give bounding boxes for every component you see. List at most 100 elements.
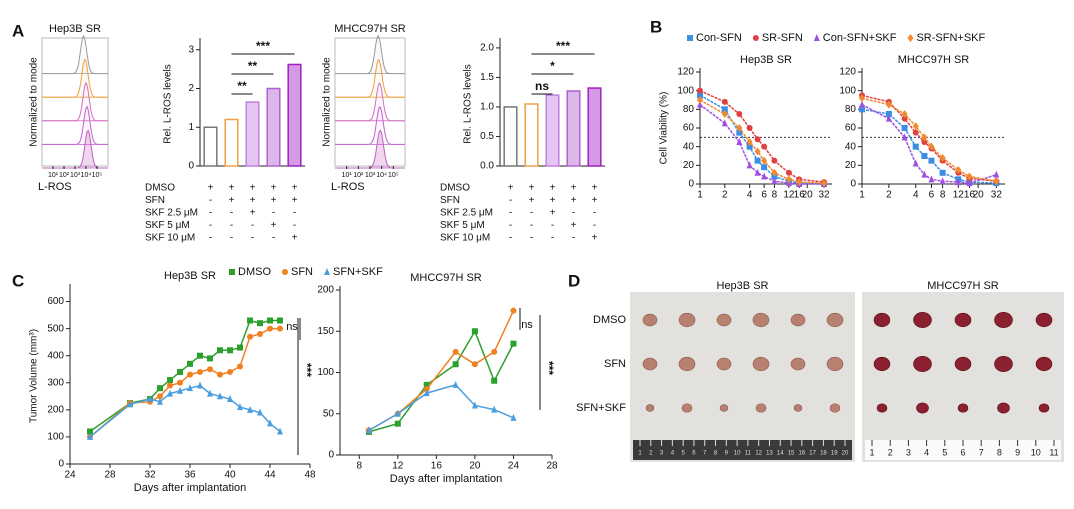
- y-tick-label: 100: [839, 85, 856, 96]
- treatment-sign: -: [251, 233, 254, 244]
- ruler-number: 10: [734, 451, 741, 457]
- treatment-sign: -: [251, 220, 254, 231]
- y-tick-label: 0: [850, 179, 856, 190]
- density-curve: [335, 59, 405, 98]
- marker: [227, 368, 233, 375]
- y-tick-label: 0: [58, 459, 64, 470]
- treatment-sign: -: [209, 233, 212, 244]
- tumor: [954, 356, 972, 372]
- ruler-number: 2: [649, 451, 653, 457]
- marker: [697, 92, 703, 99]
- marker: [510, 307, 517, 314]
- y-tick-label: 600: [47, 296, 64, 307]
- y-tick-label: 100: [677, 85, 694, 96]
- x-tick-label: 16: [431, 461, 443, 472]
- tumor: [752, 312, 770, 328]
- tumor: [752, 356, 770, 372]
- treatment-sign: +: [529, 195, 535, 206]
- photo-title: Hep3B SR: [717, 280, 769, 292]
- y-tick-label: 40: [683, 141, 695, 152]
- tumor: [826, 312, 844, 328]
- ruler-number: 12: [755, 451, 762, 457]
- treatment-sign: +: [229, 183, 235, 194]
- legend-label: Con-SFN+SKF: [823, 32, 897, 44]
- x-tick-label: 10⁵: [388, 172, 399, 179]
- x-tick-label: 10¹: [48, 172, 59, 179]
- ruler-number: 1: [869, 447, 874, 457]
- ruler-number: 14: [777, 451, 784, 457]
- treatment-sign: -: [293, 208, 296, 219]
- marker: [955, 178, 962, 186]
- y-axis-label: Cell Viability (%): [659, 92, 670, 165]
- treatment-sign: -: [209, 208, 212, 219]
- ruler-number: 5: [942, 447, 947, 457]
- bar: [266, 87, 281, 167]
- sig-label: **: [237, 79, 247, 93]
- tumor: [994, 312, 1013, 328]
- y-tick-label: 300: [47, 377, 64, 388]
- marker: [167, 389, 173, 397]
- tumor: [954, 312, 972, 328]
- sig-label: ns: [535, 79, 549, 93]
- series-line: [861, 104, 997, 184]
- treatment-sign: +: [229, 195, 235, 206]
- treatment-sign: +: [550, 183, 556, 194]
- marker: [157, 397, 163, 405]
- tumor: [681, 403, 693, 413]
- ruler-number: 4: [671, 451, 675, 457]
- ruler-number: 5: [681, 451, 685, 457]
- ruler-number: 6: [960, 447, 965, 457]
- tumor: [678, 356, 696, 372]
- marker: [771, 168, 778, 177]
- marker: [257, 331, 263, 338]
- marker: [721, 110, 728, 118]
- marker: [859, 106, 865, 113]
- treatment-label: DMSO: [145, 183, 175, 194]
- treatment-sign: -: [272, 233, 275, 244]
- bar: [524, 103, 539, 167]
- legend-marker: [324, 268, 330, 275]
- tumor: [790, 357, 806, 371]
- bar: [545, 94, 560, 167]
- panel-letter: C: [12, 271, 24, 290]
- tumor: [994, 356, 1013, 372]
- density-curve: [335, 82, 405, 122]
- y-tick-label: 40: [845, 141, 857, 152]
- marker: [785, 175, 792, 184]
- treatment-sign: -: [593, 208, 596, 219]
- ruler-number: 4: [924, 447, 929, 457]
- tumor: [642, 357, 658, 371]
- series-line: [699, 99, 825, 184]
- annotation: ns: [286, 321, 298, 333]
- bar: [587, 87, 602, 167]
- marker: [761, 143, 768, 150]
- marker: [491, 405, 498, 413]
- legend-label: Con-SFN: [696, 32, 742, 44]
- chart-title: MHCC97H SR: [334, 23, 406, 35]
- x-tick-label: 1: [859, 190, 865, 201]
- ruler-number: 18: [820, 451, 827, 457]
- x-tick-label: 10⁵: [92, 172, 103, 179]
- treatment-sign: +: [208, 183, 214, 194]
- treatment-sign: -: [272, 208, 275, 219]
- y-axis-label: Rel. L-ROS levels: [463, 64, 474, 143]
- annotation: ***: [542, 361, 556, 375]
- treatment-sign: -: [230, 220, 233, 231]
- tumor: [790, 313, 806, 327]
- density-curve: [42, 105, 108, 145]
- legend-label: SR-SFN: [762, 32, 803, 44]
- chart-title: Hep3B SR: [740, 54, 792, 66]
- marker: [365, 426, 372, 434]
- row-label: SFN+SKF: [576, 402, 626, 414]
- marker: [736, 129, 743, 136]
- x-tick-label: 12: [953, 190, 965, 201]
- density-curve: [42, 34, 108, 75]
- marker: [859, 94, 865, 103]
- marker: [247, 405, 253, 413]
- treatment-sign: -: [293, 220, 296, 231]
- treatment-label: SKF 5 μM: [145, 220, 190, 231]
- y-tick-label: 50: [323, 408, 335, 419]
- ruler-number: 9: [725, 451, 729, 457]
- treatment-sign: +: [271, 220, 277, 231]
